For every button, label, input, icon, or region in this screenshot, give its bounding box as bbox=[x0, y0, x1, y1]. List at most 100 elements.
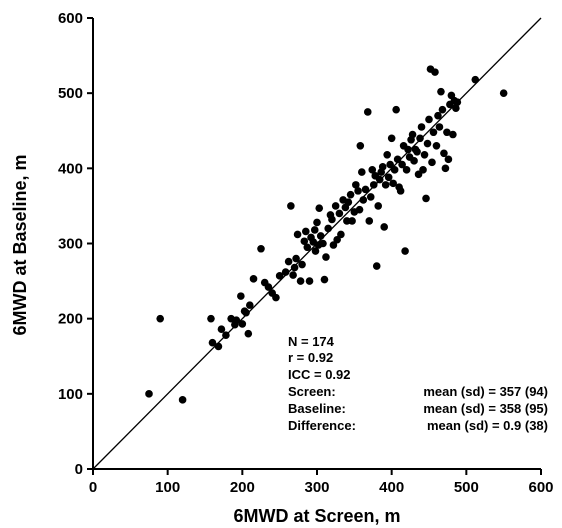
data-point bbox=[207, 314, 215, 323]
data-point bbox=[287, 202, 295, 210]
data-point bbox=[359, 196, 368, 204]
data-point bbox=[425, 115, 433, 124]
data-point bbox=[383, 151, 391, 159]
data-point bbox=[380, 223, 389, 231]
stat-baseline-label: Baseline: bbox=[288, 401, 346, 416]
x-tick-label: 500 bbox=[454, 479, 479, 496]
stat-n: N = 174 bbox=[288, 334, 335, 349]
data-point bbox=[438, 105, 447, 114]
data-point bbox=[281, 268, 290, 276]
data-point bbox=[222, 331, 230, 340]
data-point bbox=[329, 241, 338, 249]
data-point bbox=[246, 301, 254, 309]
y-axis-title: 6MWD at Baseline, m bbox=[10, 154, 30, 335]
data-point bbox=[335, 209, 344, 218]
x-tick-label: 600 bbox=[528, 479, 553, 496]
data-point bbox=[331, 202, 340, 210]
data-point bbox=[408, 130, 417, 139]
data-point bbox=[328, 215, 336, 224]
data-point bbox=[305, 277, 314, 285]
data-point bbox=[214, 342, 223, 351]
data-point bbox=[355, 205, 364, 214]
data-point bbox=[387, 134, 396, 143]
data-point bbox=[384, 173, 393, 182]
data-point bbox=[156, 314, 164, 323]
data-point bbox=[272, 293, 280, 302]
x-tick-label: 100 bbox=[155, 479, 180, 496]
data-point bbox=[423, 139, 432, 148]
data-point bbox=[145, 390, 153, 398]
data-point bbox=[449, 130, 457, 139]
data-point bbox=[361, 185, 370, 194]
data-point bbox=[420, 151, 429, 159]
data-point bbox=[324, 224, 333, 233]
data-point bbox=[378, 163, 387, 171]
data-point bbox=[372, 262, 381, 270]
data-point bbox=[310, 226, 319, 234]
data-point bbox=[365, 217, 374, 225]
data-point bbox=[404, 145, 412, 154]
stat-difference-value: mean (sd) = 0.9 (38) bbox=[427, 418, 548, 433]
data-point bbox=[249, 275, 258, 283]
data-point bbox=[390, 166, 399, 174]
data-point bbox=[369, 181, 378, 189]
x-axis-ticks: 0 100 200 300 400 500 600 bbox=[89, 469, 554, 496]
data-point bbox=[346, 190, 355, 199]
data-point bbox=[315, 204, 324, 212]
data-point bbox=[434, 111, 442, 120]
stat-screen-label: Screen: bbox=[288, 384, 336, 399]
data-point bbox=[238, 320, 247, 328]
data-point bbox=[386, 160, 394, 169]
data-point bbox=[343, 217, 351, 225]
data-point bbox=[381, 181, 390, 189]
data-point bbox=[313, 218, 321, 227]
data-point bbox=[499, 89, 508, 97]
data-point bbox=[178, 396, 187, 404]
data-point bbox=[337, 230, 345, 239]
data-point bbox=[398, 160, 406, 169]
stat-baseline-value: mean (sd) = 358 (95) bbox=[423, 401, 548, 416]
y-tick-label: 300 bbox=[58, 236, 83, 253]
data-point bbox=[471, 75, 480, 84]
data-point bbox=[232, 316, 241, 324]
data-point bbox=[289, 271, 297, 279]
data-point bbox=[257, 244, 265, 253]
data-point bbox=[316, 232, 325, 240]
data-point bbox=[401, 247, 409, 255]
data-point bbox=[413, 147, 421, 156]
data-point bbox=[444, 155, 453, 164]
x-tick-label: 300 bbox=[304, 479, 329, 496]
data-point bbox=[393, 155, 402, 164]
data-point bbox=[389, 179, 397, 188]
data-point bbox=[440, 149, 448, 158]
data-point bbox=[348, 217, 356, 225]
data-point bbox=[432, 141, 441, 150]
stat-screen-value: mean (sd) = 357 (94) bbox=[423, 384, 548, 399]
data-point bbox=[208, 338, 217, 347]
data-point bbox=[402, 166, 411, 174]
data-point bbox=[242, 308, 250, 317]
data-point bbox=[416, 134, 424, 143]
data-point bbox=[419, 166, 427, 174]
data-point bbox=[375, 175, 384, 184]
data-point bbox=[244, 329, 253, 338]
data-point bbox=[237, 292, 245, 300]
data-point bbox=[417, 123, 426, 131]
data-point bbox=[358, 168, 366, 176]
data-point bbox=[410, 157, 418, 165]
data-point bbox=[374, 202, 383, 210]
data-point bbox=[344, 198, 353, 206]
data-point bbox=[292, 254, 300, 263]
y-axis-ticks: 0 100 200 300 400 500 600 bbox=[58, 10, 93, 478]
x-axis-title: 6MWD at Screen, m bbox=[233, 506, 400, 526]
plot-area: 0 100 200 300 400 500 600 0 100 200 300 400 500 600 bbox=[58, 10, 554, 496]
data-point bbox=[452, 104, 460, 112]
data-point bbox=[333, 235, 341, 244]
y-tick-label: 500 bbox=[58, 85, 83, 102]
data-point bbox=[284, 257, 293, 266]
data-point bbox=[435, 123, 444, 131]
data-point bbox=[319, 239, 327, 248]
y-tick-label: 600 bbox=[58, 10, 83, 27]
data-points bbox=[145, 65, 508, 404]
